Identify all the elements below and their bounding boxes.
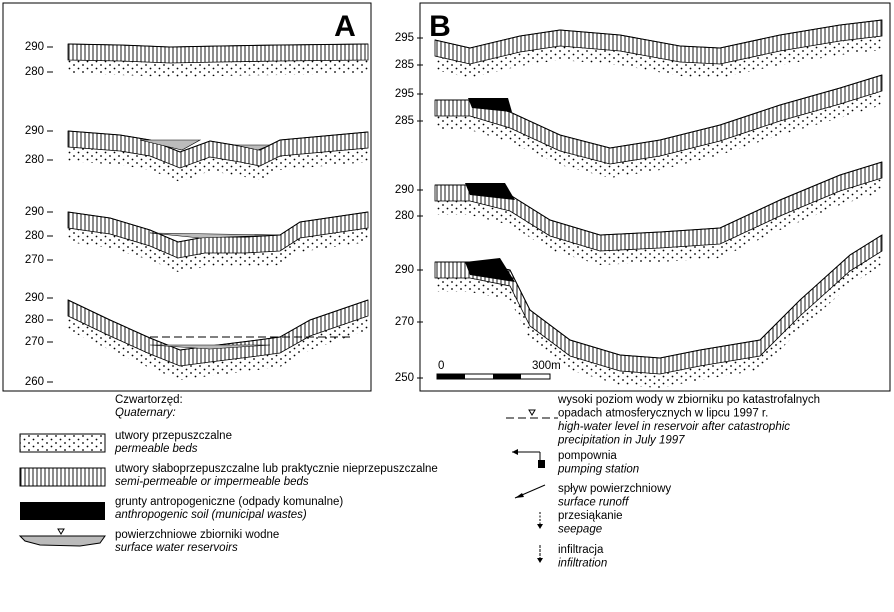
legend-text: semi-permeable or impermeable beds (115, 476, 309, 488)
panel-label: B (429, 10, 451, 43)
legend-text: infiltracja (558, 544, 604, 556)
legend-text: utwory słaboprzepuszczalne lub praktyczn… (115, 463, 438, 475)
legend-text: surface runoff (558, 497, 630, 509)
elevation-label: 290 (395, 264, 414, 276)
elevation-label: 280 (25, 154, 44, 166)
scale-label: 0 (438, 360, 444, 372)
legend-text: powierzchniowe zbiorniki wodne (115, 529, 279, 541)
elevation-label: 285 (395, 59, 414, 71)
elevation-label: 280 (25, 314, 44, 326)
panel-label: A (334, 10, 356, 43)
elevation-label: 290 (25, 125, 44, 137)
permeable-layer (68, 60, 368, 77)
legend-text: seepage (558, 524, 602, 536)
elevation-label: 270 (395, 316, 414, 328)
legend-text: utwory przepuszczalne (115, 430, 232, 442)
legend-heading: Czwartorzęd: (115, 394, 183, 406)
semi-permeable-layer (68, 44, 368, 63)
elevation-label: 290 (25, 292, 44, 304)
elevation-label: 295 (395, 32, 414, 44)
elevation-label: 290 (25, 41, 44, 53)
elevation-label: 295 (395, 88, 414, 100)
elevation-label: 290 (25, 206, 44, 218)
legend-text: pompownia (558, 450, 617, 462)
legend-text: permeable beds (114, 443, 198, 455)
legend-text: przesiąkanie (558, 510, 623, 522)
scale-label: 300m (532, 360, 561, 372)
elevation-label: 285 (395, 115, 414, 127)
legend-heading: Quaternary: (115, 407, 176, 419)
legend-text: opadach atmosferycznych w lipcu 1997 r. (558, 408, 768, 420)
legend-text: precipitation in July 1997 (557, 435, 685, 447)
elevation-label: 250 (395, 372, 414, 384)
legend-text: pumping station (557, 464, 639, 476)
figure: A B 0 300m Czwartorzęd: Quaternary: 290 2… (0, 0, 894, 612)
legend-text: grunty antropogeniczne (odpady komunalne… (115, 496, 343, 508)
elevation-label: 260 (25, 376, 44, 388)
elevation-label: 280 (25, 66, 44, 78)
elevation-label: 270 (25, 336, 44, 348)
scale-bar (437, 374, 550, 379)
legend-text: anthropogenic soil (municipal wastes) (115, 509, 307, 521)
elevation-label: 290 (395, 184, 414, 196)
legend-text: infiltration (558, 558, 607, 570)
elevation-label: 280 (25, 230, 44, 242)
elevation-label: 280 (395, 210, 414, 222)
legend-text: high-water level in reservoir after cata… (558, 421, 790, 433)
elevation-label: 270 (25, 254, 44, 266)
legend-text: surface water reservoirs (115, 542, 238, 554)
legend-text: spływ powierzchniowy (558, 483, 671, 495)
page: {"panels": [ {"label": "A", "sections": … (0, 0, 894, 612)
legend-text: wysoki poziom wody w zbiorniku po katast… (557, 394, 820, 406)
